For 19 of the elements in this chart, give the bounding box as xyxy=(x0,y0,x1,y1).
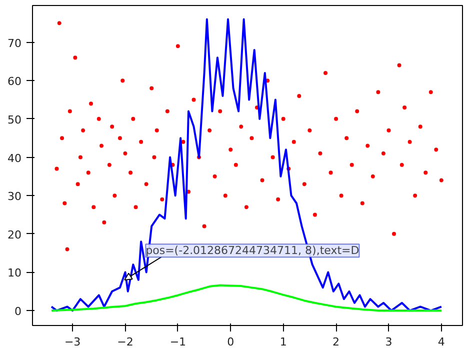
x-tick-label: 3 xyxy=(385,336,392,348)
y-tick-label: 30 xyxy=(8,190,22,204)
x-tick-label: 2 xyxy=(332,336,340,348)
y-tick-label: 0 xyxy=(14,305,22,318)
line-series xyxy=(50,284,442,312)
line-series xyxy=(50,18,442,312)
x-tick-label: 4 xyxy=(438,336,445,348)
y-tick-label: 10 xyxy=(8,266,22,280)
y-tick-label: 70 xyxy=(8,36,22,50)
y-tick-label: 40 xyxy=(8,152,22,165)
y-tick-label: 20 xyxy=(8,228,22,242)
x-tick-label: −1 xyxy=(170,336,186,348)
x-tick-label: 1 xyxy=(280,336,287,348)
y-tick-label: 50 xyxy=(8,113,22,126)
annotation: pos=(-2.012867244734711, 8),text=D xyxy=(146,244,360,258)
y-tick-label: 60 xyxy=(8,75,22,88)
x-tick-label: −2 xyxy=(117,336,134,348)
x-tick-label: 0 xyxy=(227,336,234,348)
x-tick-label: −3 xyxy=(64,336,81,348)
